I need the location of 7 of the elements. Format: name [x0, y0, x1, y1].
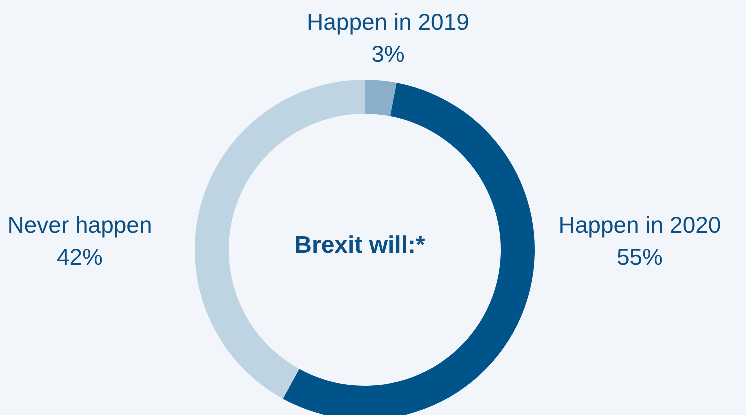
data-label: 42% — [56, 244, 104, 270]
slice-label: Never happen — [8, 212, 152, 238]
data-label: 55% — [616, 244, 664, 270]
text: Brexit will:* — [294, 232, 426, 259]
data-label: 3% — [372, 41, 405, 67]
slice-label: Happen in 2019 — [307, 9, 470, 35]
slice-label: Happen in 2020 — [558, 212, 722, 238]
